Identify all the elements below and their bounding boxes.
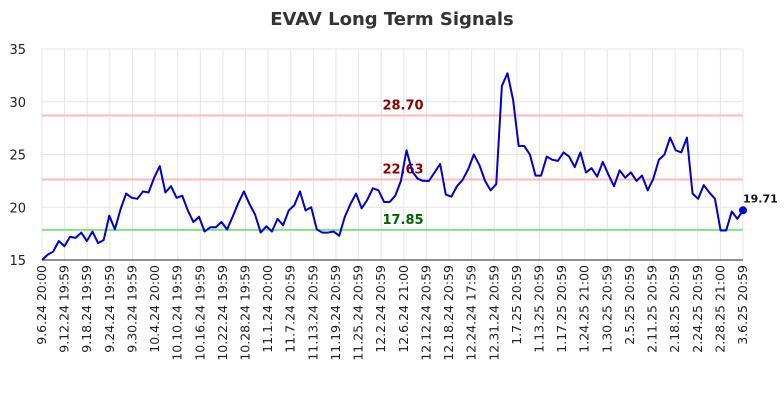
x-tick-label: 12.18.24 20:59 [441, 265, 456, 361]
x-tick-label: 12.31.24 20:59 [486, 265, 501, 361]
x-tick-label: 1.13.25 20:59 [531, 265, 546, 353]
x-tick-label: 11.19.24 20:59 [328, 265, 343, 361]
x-tick-label: 12.6.24 21:00 [396, 265, 411, 353]
axes: 15 20 25 30 35 9.6.24 20:00 9.12.24 19:59 9.18.… [9, 43, 750, 361]
reference-line-label: 17.85 [382, 213, 423, 228]
x-tick-label: 10.22.24 19:59 [215, 265, 230, 361]
x-tick-label: 9.18.24 19:59 [79, 265, 94, 353]
x-tick-label: 1.17.25 20:59 [554, 265, 569, 353]
x-tick-label: 10.10.24 19:59 [170, 265, 185, 361]
y-tick-label: 15 [9, 254, 26, 269]
reference-line-label: 28.70 [382, 98, 423, 113]
x-tick-label: 3.6.25 20:59 [735, 265, 750, 345]
y-tick-label: 20 [9, 201, 26, 216]
x-tick-label: 2.24.25 20:59 [690, 265, 705, 353]
x-tick-label: 1.24.25 21:00 [577, 265, 592, 353]
chart-title: EVAV Long Term Signals [270, 9, 514, 30]
y-tick-label: 25 [9, 149, 26, 164]
x-tick-label: 1.30.25 20:59 [599, 265, 614, 353]
x-tick-label: 10.28.24 19:59 [238, 265, 253, 361]
last-value-label: 19.71 [743, 192, 778, 205]
x-tick-label: 12.24.24 17:59 [464, 265, 479, 361]
x-tick-label: 11.25.24 20:59 [351, 265, 366, 361]
x-tick-label: 2.28.25 21:00 [712, 265, 727, 353]
x-tick-label: 11.1.24 20:00 [260, 265, 275, 353]
x-tick-label: 10.4.24 20:00 [147, 265, 162, 353]
x-tick-label: 9.30.24 19:59 [124, 265, 139, 353]
x-tick-label: 9.12.24 19:59 [57, 265, 72, 353]
x-tick-label: 12.2.24 20:59 [373, 265, 388, 353]
series-line [41, 72, 744, 261]
grid [41, 48, 744, 261]
x-tick-label: 1.7.25 20:59 [509, 265, 524, 345]
x-tick-label: 12.12.24 20:59 [418, 265, 433, 361]
y-tick-label: 35 [9, 43, 26, 58]
y-tick-label: 30 [9, 96, 26, 111]
x-tick-label: 11.13.24 20:59 [305, 265, 320, 361]
x-tick-label: 2.11.25 20:59 [645, 265, 660, 353]
x-tick-label: 9.6.24 20:00 [34, 265, 49, 345]
x-tick-label: 9.24.24 19:59 [102, 265, 117, 353]
x-tick-label: 2.18.25 20:59 [667, 265, 682, 353]
series-layer: 19.71 [41, 72, 778, 261]
x-tick-label: 11.7.24 20:59 [283, 265, 298, 353]
x-tick-label: 10.16.24 19:59 [192, 265, 207, 361]
last-point-marker [739, 206, 747, 215]
x-tick-label: 2.5.25 20:59 [622, 265, 637, 345]
